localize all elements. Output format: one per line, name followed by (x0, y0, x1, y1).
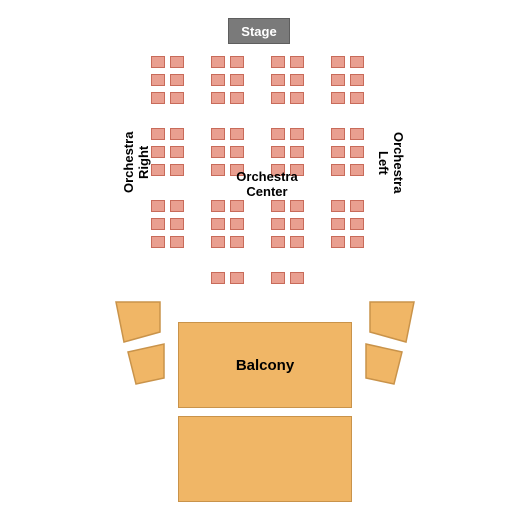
balcony-side-left-1[interactable] (116, 302, 160, 342)
seat[interactable] (331, 218, 345, 230)
seat[interactable] (331, 74, 345, 86)
balcony-side-right-1[interactable] (370, 302, 414, 342)
seat[interactable] (170, 74, 184, 86)
seat[interactable] (151, 236, 165, 248)
seat[interactable] (331, 200, 345, 212)
balcony-side-right-2[interactable] (366, 344, 402, 384)
seat[interactable] (271, 92, 285, 104)
seat[interactable] (170, 56, 184, 68)
seat[interactable] (170, 164, 184, 176)
seat[interactable] (350, 146, 364, 158)
seat[interactable] (271, 236, 285, 248)
balcony-block-lower[interactable] (178, 416, 352, 502)
seat[interactable] (151, 164, 165, 176)
seat[interactable] (350, 164, 364, 176)
seat[interactable] (211, 128, 225, 140)
seat[interactable] (151, 128, 165, 140)
seat[interactable] (151, 92, 165, 104)
balcony-label: Balcony (180, 320, 350, 410)
seat[interactable] (350, 92, 364, 104)
seat[interactable] (271, 146, 285, 158)
seat[interactable] (230, 74, 244, 86)
seat[interactable] (211, 164, 225, 176)
seat[interactable] (170, 200, 184, 212)
seat[interactable] (271, 200, 285, 212)
seat[interactable] (350, 74, 364, 86)
seat[interactable] (170, 218, 184, 230)
seat[interactable] (350, 236, 364, 248)
seat[interactable] (290, 200, 304, 212)
seat[interactable] (230, 218, 244, 230)
seat[interactable] (290, 272, 304, 284)
seat[interactable] (290, 74, 304, 86)
seat[interactable] (211, 218, 225, 230)
seat[interactable] (230, 236, 244, 248)
seat[interactable] (271, 128, 285, 140)
seat[interactable] (211, 146, 225, 158)
seat[interactable] (350, 200, 364, 212)
seat[interactable] (170, 236, 184, 248)
balcony-side-left-2[interactable] (128, 344, 164, 384)
seat[interactable] (230, 128, 244, 140)
seat[interactable] (290, 56, 304, 68)
seat[interactable] (271, 218, 285, 230)
orchestra-right-label: OrchestraRight (122, 105, 152, 220)
seat[interactable] (211, 74, 225, 86)
seat[interactable] (290, 218, 304, 230)
seat[interactable] (271, 272, 285, 284)
seat[interactable] (170, 128, 184, 140)
seat[interactable] (271, 56, 285, 68)
seating-chart: Stage OrchestraCenter OrchestraRight Orches… (0, 0, 525, 525)
seat[interactable] (151, 146, 165, 158)
seat[interactable] (211, 236, 225, 248)
seat[interactable] (230, 272, 244, 284)
seat[interactable] (170, 92, 184, 104)
seat[interactable] (350, 56, 364, 68)
seat[interactable] (230, 56, 244, 68)
seat[interactable] (331, 146, 345, 158)
seat[interactable] (290, 146, 304, 158)
seat[interactable] (211, 92, 225, 104)
orchestra-left-label: OrchestraLeft (375, 105, 405, 220)
stage: Stage (228, 18, 290, 44)
seat[interactable] (350, 218, 364, 230)
seat[interactable] (230, 146, 244, 158)
seat[interactable] (170, 146, 184, 158)
seat[interactable] (230, 200, 244, 212)
seat[interactable] (211, 200, 225, 212)
seat[interactable] (151, 74, 165, 86)
seat[interactable] (350, 128, 364, 140)
seat[interactable] (230, 92, 244, 104)
seat[interactable] (331, 56, 345, 68)
seat[interactable] (151, 56, 165, 68)
seat[interactable] (151, 218, 165, 230)
seat[interactable] (271, 74, 285, 86)
seat[interactable] (290, 236, 304, 248)
orchestra-center-label: OrchestraCenter (227, 170, 307, 200)
seat[interactable] (331, 128, 345, 140)
seat[interactable] (331, 236, 345, 248)
seat[interactable] (211, 272, 225, 284)
seat[interactable] (290, 128, 304, 140)
seat[interactable] (211, 56, 225, 68)
seat[interactable] (290, 92, 304, 104)
seat[interactable] (151, 200, 165, 212)
seat[interactable] (331, 92, 345, 104)
seat[interactable] (331, 164, 345, 176)
